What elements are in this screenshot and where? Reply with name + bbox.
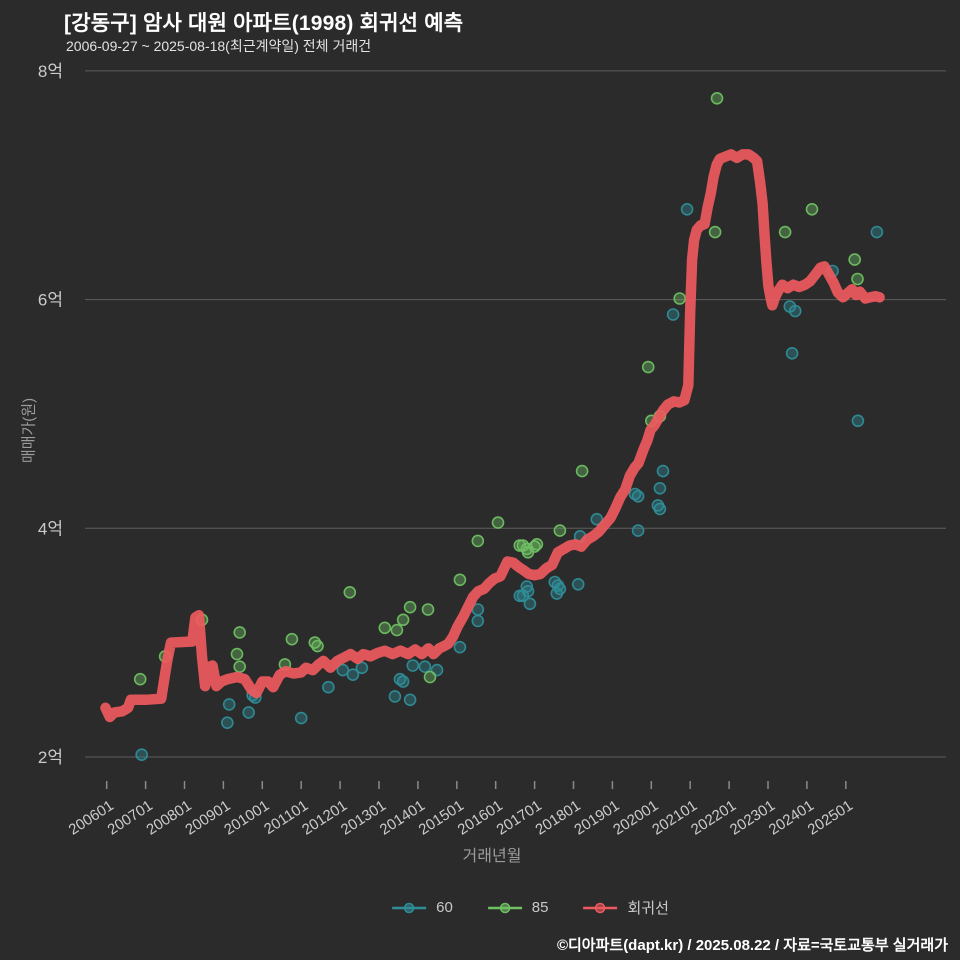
scatter-point-85 xyxy=(530,537,544,551)
scatter-point-60 xyxy=(785,346,799,360)
scatter-point-60 xyxy=(418,660,432,674)
scatter-point-60 xyxy=(403,693,417,707)
scatter-point-85 xyxy=(513,539,527,552)
page-title: [강동구] 암사 대원 아파트(1998) 회귀선 예측 xyxy=(64,12,464,35)
scatter-point-85 xyxy=(575,464,589,478)
scatter-point-85 xyxy=(233,660,246,674)
scatter-point-85 xyxy=(230,647,244,661)
scatter-point-60 xyxy=(135,748,148,762)
scatter-point-85 xyxy=(453,573,467,587)
legend-label-regression: 회귀선 xyxy=(627,900,669,917)
legend-label-60: 60 xyxy=(436,899,453,916)
y-axis-title: 매매가(원) xyxy=(20,397,38,464)
price-chart: 2억4억6억8억20060120070120080120090120100120… xyxy=(38,62,946,839)
y-tick-label: 8억 xyxy=(38,62,63,81)
legend: 60 85 회귀선 xyxy=(391,897,669,918)
scatter-point-60 xyxy=(222,698,236,711)
scatter-point-60 xyxy=(523,597,537,611)
scatter-point-60 xyxy=(336,663,350,677)
scatter-point-60 xyxy=(471,614,485,628)
scatter-point-85 xyxy=(471,534,485,548)
scatter-point-60 xyxy=(631,524,645,537)
scatter-point-60 xyxy=(242,706,255,719)
scatter-point-60 xyxy=(653,481,667,495)
legend-marker-85-icon xyxy=(487,902,522,913)
legend-marker-regression-icon xyxy=(583,902,618,913)
scatter-point-60 xyxy=(788,304,802,318)
scatter-point-85 xyxy=(396,613,410,627)
scatter-point-85 xyxy=(423,670,437,684)
scatter-point-60 xyxy=(870,225,884,239)
scatter-point-85 xyxy=(673,292,687,305)
scatter-point-85 xyxy=(285,632,299,646)
scatter-point-60 xyxy=(520,580,534,593)
scatter-point-60 xyxy=(453,640,467,654)
legend-label-85: 85 xyxy=(531,899,549,916)
scatter-point-60 xyxy=(680,203,694,216)
scatter-point-60 xyxy=(666,308,680,321)
scatter-point-85 xyxy=(233,626,246,639)
scatter-point-60 xyxy=(346,668,360,682)
scatter-point-85 xyxy=(848,253,862,266)
scatter-point-85 xyxy=(311,639,324,653)
legend-item-60[interactable]: 60 xyxy=(391,899,453,916)
scatter-point-60 xyxy=(406,659,420,672)
legend-item-regression[interactable]: 회귀선 xyxy=(582,897,669,918)
y-tick-label: 4억 xyxy=(38,519,63,538)
scatter-point-85 xyxy=(641,360,655,374)
scatter-point-60 xyxy=(322,680,335,694)
page-subtitle: 2006-09-27 ~ 2025-08-18(최근계약일) 전체 거래건 xyxy=(66,38,372,54)
scatter-point-60 xyxy=(851,414,865,428)
scatter-point-85 xyxy=(403,600,417,614)
scatter-point-85 xyxy=(491,516,505,529)
scatter-point-60 xyxy=(294,711,308,725)
scatter-point-85 xyxy=(553,524,567,537)
y-tick-label: 6억 xyxy=(38,291,63,310)
scatter-point-60 xyxy=(653,502,667,516)
scatter-point-85 xyxy=(778,225,792,239)
scatter-point-85 xyxy=(390,623,404,637)
scatter-point-85 xyxy=(805,203,819,216)
scatter-point-85 xyxy=(710,92,724,105)
scatter-point-85 xyxy=(133,672,147,686)
legend-marker-60-icon xyxy=(392,902,427,913)
scatter-point-85 xyxy=(851,272,864,286)
scatter-point-85 xyxy=(421,603,435,616)
x-tick-label: 201001 xyxy=(221,797,272,839)
x-axis-title: 거래년월 xyxy=(462,848,522,865)
scatter-point-60 xyxy=(590,512,604,526)
scatter-point-85 xyxy=(378,621,392,635)
y-tick-label: 2억 xyxy=(38,748,63,767)
scatter-point-60 xyxy=(221,716,234,730)
regression-line xyxy=(100,149,885,723)
scatter-point-85 xyxy=(708,225,722,239)
scatter-point-60 xyxy=(631,489,645,503)
scatter-point-60 xyxy=(388,690,402,703)
scatter-point-60 xyxy=(396,675,410,688)
scatter-point-85 xyxy=(343,585,357,599)
scatter-point-60 xyxy=(656,464,670,478)
legend-item-85[interactable]: 85 xyxy=(487,899,549,916)
credit-footer: ©디아파트(dapt.kr) / 2025.08.22 / 자료=국토교통부 실… xyxy=(556,937,948,954)
scatter-point-60 xyxy=(571,577,585,591)
scatter-point-60 xyxy=(550,587,564,600)
x-tick-label: 202501 xyxy=(805,797,856,839)
scatter-point-60 xyxy=(355,661,369,675)
